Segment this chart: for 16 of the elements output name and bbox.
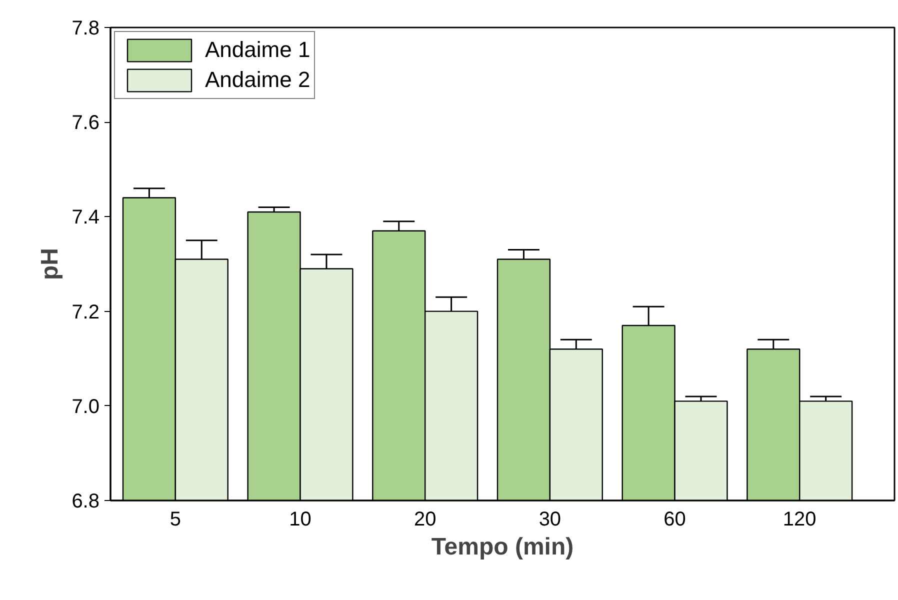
legend-label: Andaime 2 [205, 67, 310, 93]
x-tick-label: 5 [170, 508, 181, 530]
x-tick-label: 120 [782, 508, 816, 530]
y-tick-label: 7.2 [72, 301, 100, 324]
x-axis-title: Tempo (min) [431, 534, 574, 560]
x-tick-label: 30 [538, 508, 562, 530]
y-tick-label: 7.4 [72, 206, 100, 229]
x-tick-label: 20 [414, 508, 436, 530]
y-tick-label: 6.8 [72, 490, 100, 512]
x-tick-label: 10 [289, 508, 312, 530]
y-tick-label: 7.0 [72, 396, 100, 418]
legend-label: Andaime 1 [205, 37, 310, 63]
y-tick-label: 7.6 [72, 112, 100, 134]
y-tick-label: 7.8 [72, 18, 100, 40]
y-axis-title: pH [36, 248, 64, 280]
x-tick-label: 60 [664, 508, 686, 530]
